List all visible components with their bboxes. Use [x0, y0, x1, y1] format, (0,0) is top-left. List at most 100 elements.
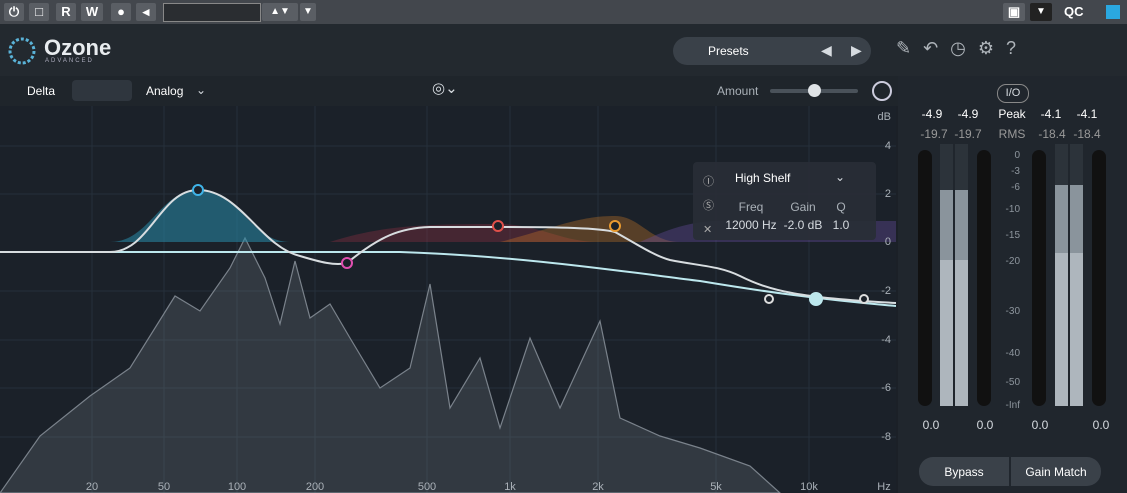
- read-button[interactable]: R: [56, 3, 76, 21]
- freq-unit: Hz: [877, 481, 891, 493]
- delta-button[interactable]: Delta: [27, 84, 56, 98]
- meter-scale-label: -40: [1005, 348, 1020, 359]
- db-label: 0: [884, 236, 891, 248]
- db-label: 2: [884, 188, 891, 200]
- freq-label: 2k: [592, 481, 604, 493]
- header: [0, 24, 1127, 76]
- in-peak-r: -4.9: [957, 107, 979, 121]
- band-nodes: [192, 184, 869, 306]
- eq-curve: [0, 188, 896, 304]
- db-label: -6: [881, 382, 891, 394]
- preset-next[interactable]: ▶: [851, 42, 862, 58]
- meter-scale-label: -20: [1005, 256, 1020, 267]
- meter-scale-label: -3: [1011, 166, 1020, 177]
- band-node[interactable]: [341, 257, 353, 269]
- preset-arrows[interactable]: ▲▼: [262, 3, 298, 21]
- out-peak-r: -4.1: [1076, 107, 1098, 121]
- band-node[interactable]: [609, 220, 621, 232]
- meter-scale-label: -10: [1005, 204, 1020, 215]
- logo-text: Ozone: [44, 35, 112, 60]
- q-value[interactable]: 1.0: [832, 218, 850, 232]
- band-node[interactable]: [809, 292, 823, 306]
- grid: [0, 106, 896, 493]
- q-header: Q: [836, 200, 846, 214]
- preset-field[interactable]: [163, 3, 261, 22]
- power-button[interactable]: ⏻: [4, 3, 24, 21]
- amount-reset[interactable]: [872, 81, 892, 101]
- db-label: 4: [884, 140, 891, 152]
- menu-button[interactable]: ▼: [1030, 3, 1052, 21]
- gain-match-button[interactable]: [1011, 457, 1101, 486]
- output-level-l: [1055, 185, 1068, 406]
- out-trim-slider[interactable]: [1032, 150, 1046, 406]
- out-gain-slider[interactable]: [1092, 150, 1106, 406]
- stereo-select[interactable]: ◎⌄: [432, 80, 458, 97]
- mode-select[interactable]: Analog: [146, 84, 184, 98]
- band-node[interactable]: [764, 294, 774, 304]
- freq-header: Freq: [738, 200, 764, 214]
- camera-button[interactable]: ▣: [1003, 3, 1025, 21]
- meter-scale-label: -Inf: [1005, 400, 1020, 411]
- freq-label: 500: [417, 481, 437, 493]
- toolbar: [0, 76, 898, 106]
- gain-header: Gain: [790, 200, 816, 214]
- in-gain-slider[interactable]: [918, 150, 932, 406]
- freq-label: 100: [227, 481, 247, 493]
- freq-label: 50: [157, 481, 171, 493]
- header-icons: ✎↶◷⚙?: [896, 38, 1029, 58]
- write-button[interactable]: W: [81, 3, 103, 21]
- gain-value[interactable]: -2.0 dB: [783, 218, 823, 232]
- db-label: -8: [881, 431, 891, 443]
- meter-scale-label: -50: [1005, 377, 1020, 388]
- out-peak-l: -4.1: [1040, 107, 1062, 121]
- rms-label: RMS: [998, 127, 1026, 141]
- preset-menu[interactable]: ▼: [300, 3, 316, 21]
- qc-toggle[interactable]: [1106, 5, 1120, 19]
- preset-prev[interactable]: ◀: [821, 42, 832, 58]
- presets-bar[interactable]: [673, 37, 871, 65]
- amount-knob[interactable]: [808, 84, 821, 97]
- band-shape[interactable]: High Shelf: [735, 171, 791, 185]
- io-button[interactable]: [997, 84, 1029, 103]
- freq-value[interactable]: 12000 Hz: [725, 218, 777, 232]
- band-node[interactable]: [192, 184, 204, 196]
- db-label: -4: [881, 334, 891, 346]
- io-label: I/O: [1005, 87, 1021, 99]
- presets-label: Presets: [708, 44, 749, 58]
- freq-label: 200: [305, 481, 325, 493]
- band-1-fill: [110, 190, 290, 242]
- freq-label: 5k: [710, 481, 722, 493]
- popup-icons: Ⓘ Ⓢ ✕: [703, 176, 714, 236]
- band-popup: [693, 162, 876, 240]
- bypass-button[interactable]: [919, 457, 1009, 486]
- band-node[interactable]: [859, 294, 869, 304]
- in-gain-value: 0.0: [922, 418, 940, 432]
- mode-arrow: ⌄: [196, 83, 207, 97]
- in-rms-r: -19.7: [954, 127, 982, 141]
- in-trim-value: 0.0: [976, 418, 994, 432]
- auto-button[interactable]: ●: [111, 3, 131, 21]
- meter-panel: [898, 76, 1127, 493]
- in-rms-l: -19.7: [920, 127, 948, 141]
- view-toggle[interactable]: [72, 80, 132, 101]
- peak-label: Peak: [998, 107, 1026, 121]
- input-level-r: [955, 190, 968, 406]
- in-trim-slider[interactable]: [977, 150, 991, 406]
- compare-button[interactable]: □: [29, 3, 49, 21]
- freq-label: 20: [85, 481, 99, 493]
- band-node[interactable]: [492, 220, 504, 232]
- logo-icon: [8, 37, 36, 65]
- input-level-l: [940, 190, 953, 406]
- out-gain-value: 0.0: [1092, 418, 1110, 432]
- in-peak-l: -4.9: [921, 107, 943, 121]
- out-rms-l: -18.4: [1038, 127, 1066, 141]
- qc-label: QC: [1064, 4, 1084, 19]
- db-label: -2: [881, 285, 891, 297]
- freq-label: 10k: [800, 481, 818, 493]
- freq-label: 1k: [504, 481, 516, 493]
- back-button[interactable]: ◂: [136, 3, 156, 21]
- band-3-fill: [330, 224, 600, 242]
- gain-match-label: Gain Match: [1025, 465, 1087, 479]
- out-trim-value: 0.0: [1031, 418, 1049, 432]
